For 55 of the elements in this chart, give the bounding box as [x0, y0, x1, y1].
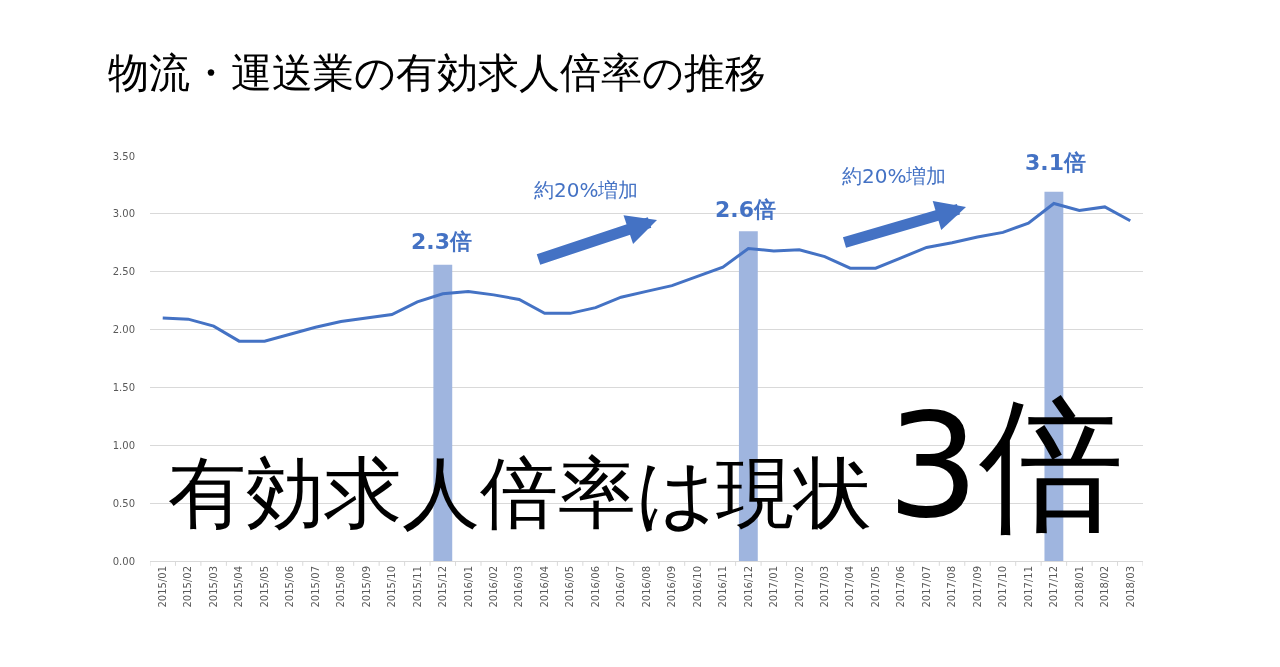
x-tick-label: 2017/04 [844, 566, 856, 608]
x-tick-label: 2015/01 [156, 566, 168, 608]
annotation: 3.1倍 [1025, 150, 1086, 175]
annotation: 約20%増加 [842, 164, 947, 188]
x-tick-label: 2017/12 [1048, 566, 1060, 608]
annotation: 3倍 [887, 381, 1125, 550]
x-tick-label: 2016/05 [564, 566, 576, 608]
x-tick-label: 2016/06 [589, 566, 601, 608]
x-tick-label: 2017/07 [920, 566, 932, 608]
x-tick-label: 2016/12 [742, 566, 754, 608]
y-tick-label: 3.00 [112, 208, 135, 220]
x-tick-label: 2017/05 [869, 566, 881, 608]
x-tick-label: 2017/03 [818, 566, 830, 608]
y-tick-label: 3.50 [112, 150, 135, 162]
y-tick-label: 2.00 [112, 324, 135, 336]
x-tick-label: 2017/10 [997, 566, 1009, 608]
x-tick-label: 2018/03 [1124, 566, 1136, 608]
x-tick-label: 2015/04 [233, 566, 245, 608]
x-tick-label: 2015/09 [360, 566, 372, 608]
annotation: 2.6倍 [715, 197, 776, 222]
x-tick-label: 2015/03 [207, 566, 219, 608]
x-tick-label: 2015/12 [437, 566, 449, 608]
x-tick-label: 2016/04 [538, 566, 550, 608]
y-tick-label: 1.50 [112, 381, 135, 393]
x-tick-label: 2017/08 [946, 566, 958, 608]
x-tick-label: 2018/01 [1073, 566, 1085, 608]
chart-title: 物流・運送業の有効求人倍率の推移 [108, 49, 766, 98]
y-tick-label: 0.50 [112, 497, 135, 509]
x-tick-label: 2015/10 [386, 566, 398, 608]
annotation: 2.3倍 [411, 229, 472, 254]
x-tick-label: 2017/01 [768, 566, 780, 608]
annotation: 約20%増加 [534, 178, 639, 202]
x-tick-label: 2017/09 [971, 566, 983, 608]
x-tick-label: 2016/01 [462, 566, 474, 608]
annotation: 有効求人倍率は現状 [168, 448, 872, 538]
x-tick-label: 2015/05 [258, 566, 270, 608]
y-tick-label: 2.50 [112, 266, 135, 278]
x-tick-label: 2017/06 [895, 566, 907, 608]
x-tick-label: 2016/11 [717, 566, 729, 608]
x-tick-label: 2017/11 [1022, 566, 1034, 608]
y-tick-label: 0.00 [112, 555, 135, 567]
y-tick-label: 1.00 [112, 439, 135, 451]
x-tick-label: 2016/02 [487, 566, 499, 608]
x-tick-label: 2016/08 [640, 566, 652, 608]
x-tick-label: 2015/08 [335, 566, 347, 608]
x-tick-label: 2015/06 [284, 566, 296, 608]
x-tick-label: 2016/07 [615, 566, 627, 608]
x-tick-label: 2017/02 [793, 566, 805, 608]
x-tick-label: 2015/07 [309, 566, 321, 608]
x-tick-label: 2016/10 [691, 566, 703, 608]
x-tick-label: 2015/11 [411, 566, 423, 608]
x-tick-label: 2016/03 [513, 566, 525, 608]
x-tick-label: 2018/02 [1099, 566, 1111, 608]
x-tick-label: 2016/09 [666, 566, 678, 608]
x-tick-label: 2015/02 [182, 566, 194, 608]
